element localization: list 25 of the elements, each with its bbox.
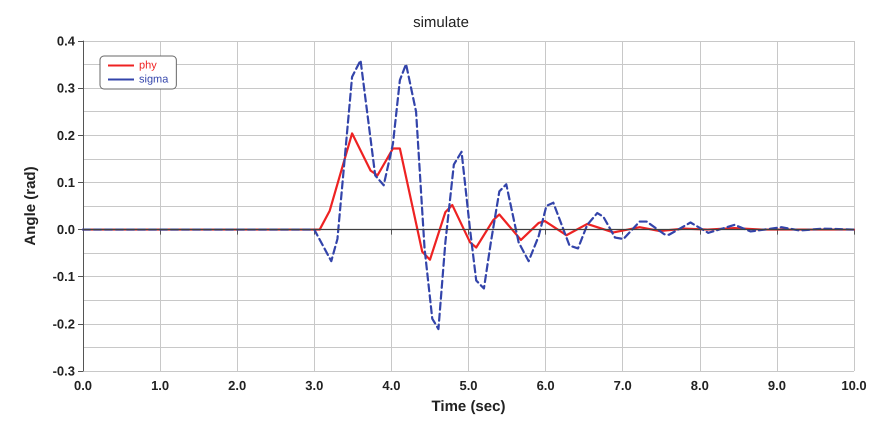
y-tick-label: -0.3 <box>52 364 75 378</box>
chart-title: simulate <box>413 14 469 31</box>
x-tick-label: 6.0 <box>536 378 555 393</box>
legend-label: sigma <box>139 74 170 86</box>
x-tick-label: 2.0 <box>228 378 246 393</box>
x-tick-label: 7.0 <box>614 378 632 393</box>
x-axis-title: Time (sec) <box>432 398 506 415</box>
x-tick-label: 8.0 <box>690 378 709 393</box>
x-tick-label: 3.0 <box>305 378 324 393</box>
y-tick-label: 0.2 <box>56 128 75 143</box>
x-tick-label: 9.0 <box>768 378 786 393</box>
y-tick-label: 0.3 <box>56 80 75 96</box>
y-tick-label: -0.2 <box>52 316 75 332</box>
legend-label: phy <box>139 60 158 72</box>
y-axis-title: Angle (rad) <box>22 166 39 246</box>
x-tick-label: 1.0 <box>151 378 170 393</box>
y-tick-label: 0.0 <box>56 222 75 238</box>
x-tick-label: 0.0 <box>74 378 92 393</box>
x-tick-label: 4.0 <box>382 378 400 393</box>
x-tick-label: 10.0 <box>841 378 867 393</box>
y-tick-label: 0.4 <box>56 34 76 48</box>
x-tick-label: 5.0 <box>459 378 478 393</box>
y-tick-label: 0.1 <box>56 174 75 190</box>
y-tick-label: -0.1 <box>52 269 75 284</box>
line-series <box>82 59 856 330</box>
